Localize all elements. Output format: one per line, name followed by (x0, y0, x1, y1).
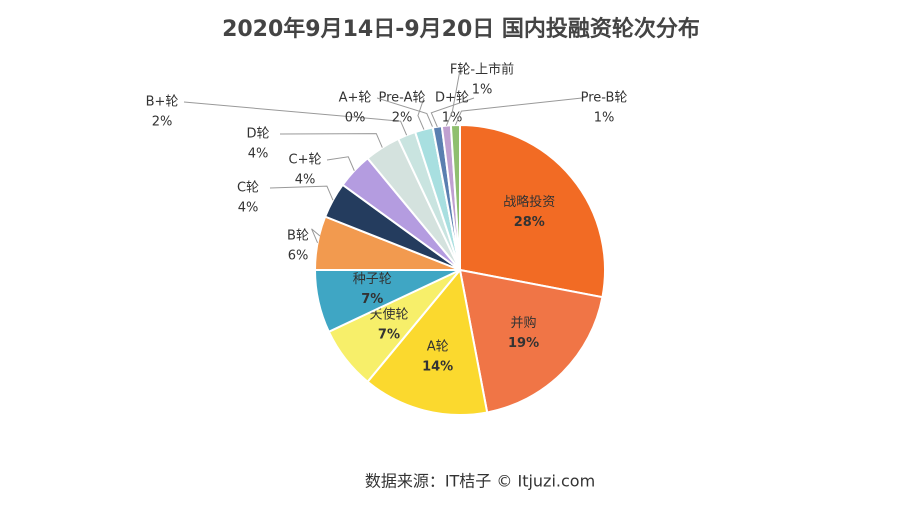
value-label: 7% (378, 328, 400, 343)
slice-label: C+轮 (289, 153, 322, 168)
leader-line (430, 97, 475, 127)
leader-line (183, 101, 408, 136)
value-label: 4% (238, 201, 259, 216)
slice-label: C轮 (237, 181, 259, 196)
pie-slice (459, 123, 606, 299)
slice-label: B+轮 (146, 95, 179, 110)
slice-label: 并购 (511, 315, 537, 331)
source-note: 数据来源：IT桔子 © Itjuzi.com (365, 472, 595, 491)
slice-label: B轮 (287, 229, 309, 244)
slice-label: 种子轮 (353, 272, 392, 287)
slice-label: D+轮 (435, 91, 469, 106)
slice-label: Pre-B轮 (581, 91, 628, 106)
leader-line (445, 69, 461, 126)
value-label: 4% (295, 173, 316, 188)
chart-title: 2020年9月14日-9月20日 国内投融资轮次分布 (222, 16, 700, 42)
slice-label: 战略投资 (503, 194, 555, 210)
leader-line (417, 97, 425, 130)
leader-line (454, 97, 583, 126)
value-label: 2% (392, 111, 413, 126)
slice-label: D轮 (246, 127, 269, 142)
value-label: 14% (422, 360, 453, 375)
leader-line (376, 97, 434, 128)
pie-slice (366, 267, 489, 416)
value-label: 2% (152, 115, 173, 130)
value-label: 7% (361, 292, 383, 307)
value-label: 28% (514, 215, 545, 230)
slice-label: 天使轮 (369, 307, 408, 323)
value-label: 0% (345, 111, 366, 126)
value-label: 19% (508, 336, 539, 351)
slice-label: A+轮 (339, 91, 372, 106)
slice-label: A轮 (427, 340, 449, 355)
leader-line (311, 228, 321, 244)
slice-label: Pre-A轮 (379, 91, 426, 106)
value-label: 6% (288, 249, 309, 264)
pie-slice (458, 268, 604, 414)
leader-line (326, 156, 355, 171)
value-label: 1% (594, 111, 615, 126)
value-label: 1% (472, 83, 493, 98)
pie-slice (449, 123, 461, 271)
slice-label: F轮-上市前 (450, 62, 514, 78)
leader-line (279, 133, 383, 148)
leader-line (269, 185, 334, 201)
value-label: 4% (248, 147, 269, 162)
